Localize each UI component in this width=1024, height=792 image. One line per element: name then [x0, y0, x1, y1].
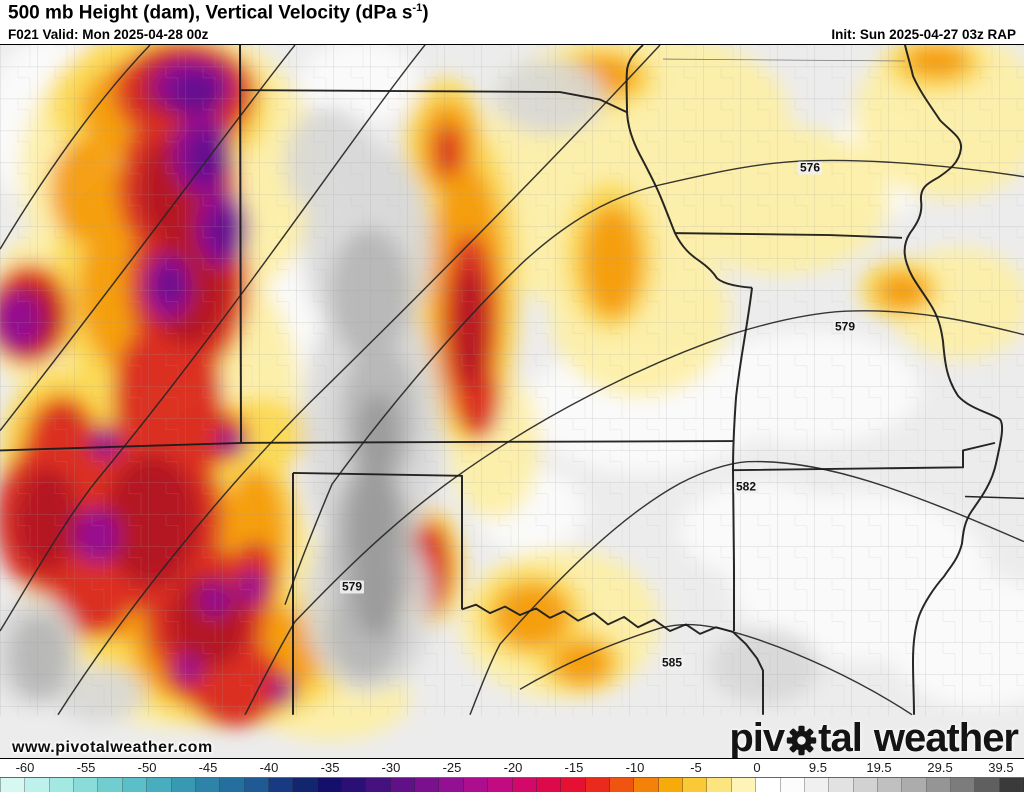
colorbar-gradient — [0, 777, 1024, 792]
colorbar-cell — [488, 778, 513, 792]
colorbar-cell — [463, 778, 489, 792]
colorbar-cell — [293, 778, 318, 792]
colorbar-cell — [902, 778, 927, 792]
colorbar-tick-label: 0 — [753, 760, 761, 775]
colorbar-cell — [0, 778, 26, 792]
colorbar-tick-label: -35 — [320, 760, 340, 775]
pivotal-weather-logo: piv tal weather — [729, 716, 1019, 758]
colorbar-cell — [512, 778, 537, 792]
colorbar: -60 -55 -50 -45 -40 -35 -30 -25 -20 -15 -10 -5 0 9.5 1… — [0, 758, 1024, 792]
contour-label-582: 582 — [733, 479, 759, 494]
colorbar-cell — [999, 778, 1024, 792]
colorbar-cell — [25, 778, 50, 792]
colorbar-tick-label: -50 — [137, 760, 157, 775]
colorbar-cell — [658, 778, 684, 792]
logo-text-tal: tal — [818, 716, 863, 758]
contour-label-579: 579 — [832, 319, 858, 334]
colorbar-cell — [220, 778, 245, 792]
colorbar-cell — [536, 778, 562, 792]
colorbar-cell — [780, 778, 805, 792]
colorbar-cell — [756, 778, 781, 792]
height-contours — [0, 45, 1024, 716]
valid-time-label: F021 Valid: Mon 2025-04-28 00z — [8, 27, 209, 42]
page-title: 500 mb Height (dam), Vertical Velocity (… — [8, 2, 429, 24]
county-grid — [0, 45, 1024, 716]
colorbar-tick-label: -30 — [381, 760, 401, 775]
colorbar-cell — [877, 778, 903, 792]
colorbar-cell — [195, 778, 221, 792]
colorbar-tick-label: -60 — [15, 760, 35, 775]
colorbar-cell — [98, 778, 123, 792]
colorbar-tick-label: 39.5 — [988, 760, 1014, 775]
colorbar-cell — [561, 778, 586, 792]
colorbar-tick-label: -15 — [564, 760, 584, 775]
colorbar-cell — [122, 778, 148, 792]
map-canvas: 576 579 582 585 579 www.pivotalweather.com p… — [0, 45, 1024, 758]
colorbar-ticks: -60 -55 -50 -45 -40 -35 -30 -25 -20 -15 -10 -5 0 9.5 1… — [0, 759, 1024, 777]
contour-label-579: 579 — [339, 579, 365, 594]
init-time-label: Init: Sun 2025-04-27 03z RAP — [831, 27, 1016, 42]
header: 500 mb Height (dam), Vertical Velocity (… — [0, 0, 1024, 45]
colorbar-tick-label: 19.5 — [866, 760, 892, 775]
colorbar-cell — [853, 778, 878, 792]
state-borders — [0, 45, 1024, 715]
colorbar-cell — [74, 778, 99, 792]
colorbar-cell — [244, 778, 269, 792]
colorbar-cell — [975, 778, 1000, 792]
colorbar-cell — [683, 778, 708, 792]
colorbar-cell — [268, 778, 294, 792]
colorbar-cell — [951, 778, 976, 792]
colorbar-cell — [342, 778, 367, 792]
colorbar-cell — [49, 778, 75, 792]
contour-label-576: 576 — [797, 160, 823, 175]
colorbar-tick-label: -10 — [625, 760, 645, 775]
logo-text-weather: weather — [873, 716, 1019, 758]
colorbar-cell — [731, 778, 757, 792]
colorbar-cell — [317, 778, 343, 792]
colorbar-tick-label: -45 — [198, 760, 218, 775]
colorbar-tick-label: -40 — [259, 760, 279, 775]
gear-icon — [786, 725, 817, 755]
colorbar-cell — [804, 778, 830, 792]
secondary-boundary — [662, 58, 906, 62]
colorbar-cell — [415, 778, 440, 792]
vertical-velocity-field — [0, 45, 1024, 742]
colorbar-tick-label: -5 — [690, 760, 702, 775]
logo-text-piv: piv — [729, 716, 785, 758]
watermark: www.pivotalweather.com — [12, 739, 213, 756]
colorbar-cell — [439, 778, 464, 792]
colorbar-cell — [390, 778, 416, 792]
colorbar-cell — [926, 778, 952, 792]
colorbar-cell — [609, 778, 635, 792]
colorbar-tick-label: 9.5 — [808, 760, 828, 775]
colorbar-cell — [366, 778, 391, 792]
colorbar-cell — [585, 778, 610, 792]
colorbar-cell — [829, 778, 854, 792]
colorbar-tick-label: -55 — [76, 760, 96, 775]
colorbar-cell — [171, 778, 196, 792]
colorbar-cell — [147, 778, 172, 792]
title-superscript: -1 — [412, 2, 423, 14]
colorbar-tick-label: -25 — [442, 760, 462, 775]
contour-label-585: 585 — [659, 655, 685, 670]
colorbar-tick-label: -20 — [503, 760, 523, 775]
colorbar-tick-label: 29.5 — [927, 760, 953, 775]
colorbar-cell — [634, 778, 659, 792]
colorbar-cell — [707, 778, 732, 792]
